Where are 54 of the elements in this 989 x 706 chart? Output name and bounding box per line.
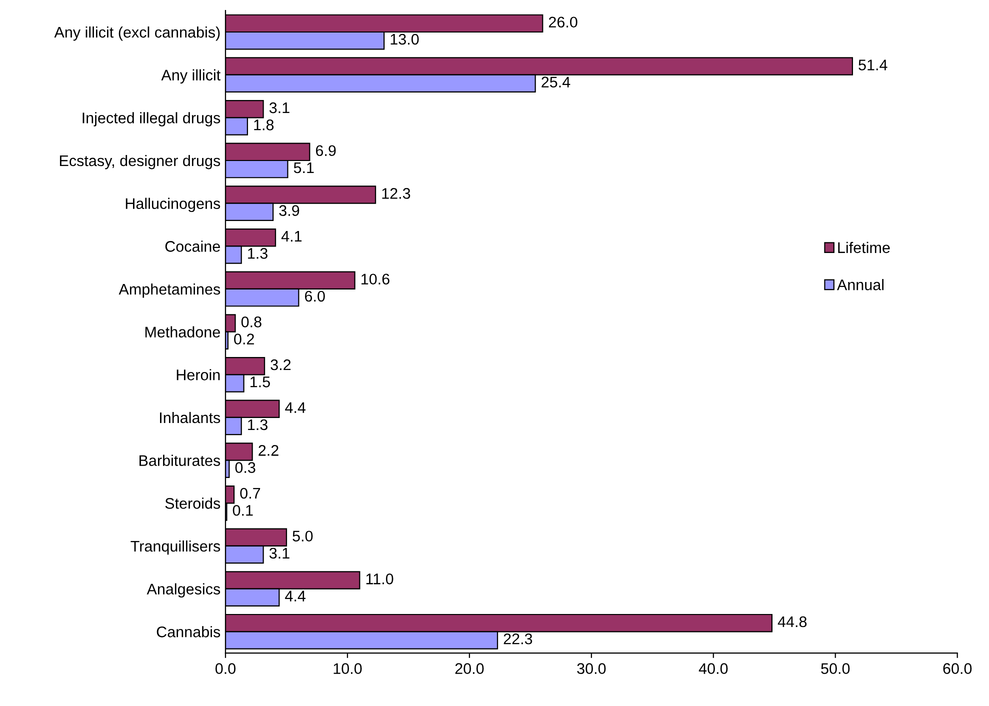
data-label: 4.1	[281, 231, 302, 242]
y-tick-label: Inhalants	[160, 412, 220, 424]
data-label: 13.0	[390, 34, 419, 45]
data-label: 0.3	[235, 462, 256, 473]
data-label: 11.0	[366, 574, 394, 584]
data-label: 5.0	[292, 530, 313, 542]
data-label: 6.0	[305, 290, 325, 302]
x-tick-label: 20.0	[455, 663, 484, 674]
y-tick-label: Cocaine	[165, 240, 220, 252]
y-tick-label: Hallucinogens	[126, 198, 220, 212]
data-label: 10.6	[362, 274, 390, 285]
data-label: 44.8	[778, 616, 807, 628]
x-tick-label: 40.0	[698, 663, 728, 674]
data-label: 3.1	[269, 548, 290, 559]
data-label: 1.5	[250, 376, 270, 388]
x-tick-label: 60.0	[943, 663, 972, 674]
y-tick-label: Injected illegal drugs	[82, 112, 220, 126]
data-label: 25.4	[542, 76, 570, 88]
data-label: 2.2	[258, 445, 278, 456]
data-label: 12.3	[382, 188, 410, 199]
data-label: 0.7	[240, 488, 260, 499]
data-label: 4.4	[285, 590, 306, 602]
legend-label: Annual	[836, 279, 884, 290]
data-label: 3.9	[279, 205, 300, 216]
data-label: 51.4	[858, 60, 888, 70]
data-label: 1.8	[254, 120, 274, 130]
y-tick-label: Tranquillisers	[130, 540, 220, 555]
x-tick-label: 30.0	[577, 663, 606, 674]
data-label: 1.3	[248, 419, 268, 430]
y-tick-label: Steroids	[165, 498, 220, 509]
x-tick-label: 50.0	[821, 663, 850, 674]
data-label: 0.2	[234, 334, 254, 344]
y-tick-label: Heroin	[176, 369, 220, 380]
data-label: 1.3	[248, 248, 268, 259]
data-label: 26.0	[548, 16, 578, 28]
y-tick-label: Any illicit	[161, 69, 221, 84]
legend-label: Lifetime	[838, 242, 890, 254]
y-tick-label: Cannabis	[156, 626, 220, 638]
data-label: 3.1	[269, 102, 290, 114]
y-tick-label: Analgesics	[146, 583, 220, 598]
data-label: 4.4	[285, 402, 306, 413]
data-label: 5.1	[294, 162, 314, 174]
y-tick-label: Ecstasy, designer drugs	[60, 154, 220, 170]
data-label: 6.9	[316, 145, 336, 156]
data-label: 3.2	[270, 359, 291, 370]
y-tick-label: Methadone	[145, 326, 220, 338]
y-tick-label: Barbiturates	[140, 454, 220, 466]
data-label: 0.8	[241, 316, 262, 328]
x-tick-label: 10.0	[334, 663, 362, 674]
x-tick-label: 0.0	[215, 663, 236, 674]
y-tick-label: Amphetamines	[118, 283, 220, 298]
data-label: 22.3	[504, 633, 532, 644]
y-tick-label: Any illicit (excl cannabis)	[54, 26, 220, 41]
data-label: 0.1	[232, 504, 253, 516]
